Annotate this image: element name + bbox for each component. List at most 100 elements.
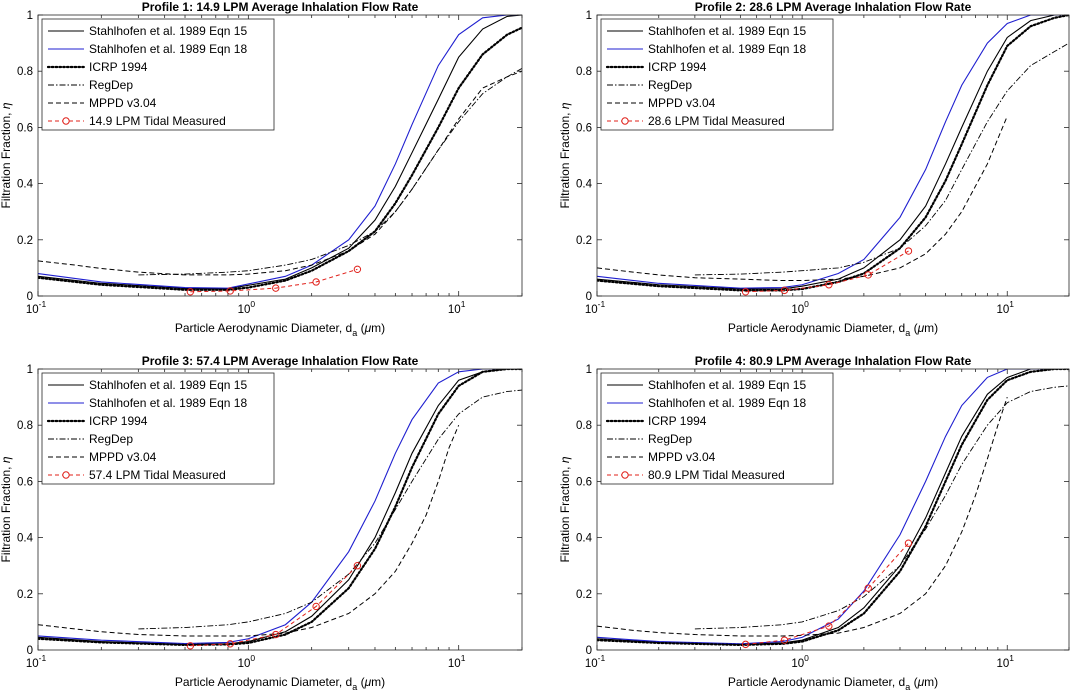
x-tick-label: 100 bbox=[791, 299, 809, 316]
legend-label: MPPD v3.04 bbox=[648, 450, 716, 464]
y-tick-label: 0.4 bbox=[17, 533, 34, 545]
legend-label: RegDep bbox=[648, 78, 692, 92]
legend-label: 14.9 LPM Tidal Measured bbox=[89, 114, 226, 128]
y-axis-label-text: Filtration Fraction, bbox=[558, 109, 572, 208]
series-line-icrp bbox=[597, 369, 1069, 647]
x-axis-label-mu: μ bbox=[364, 321, 372, 335]
measured-point bbox=[312, 278, 320, 286]
legend-marker bbox=[621, 117, 629, 125]
y-tick-label: 0.8 bbox=[17, 66, 33, 78]
series-line-measured bbox=[190, 565, 358, 647]
y-tick-label: 0.4 bbox=[576, 179, 593, 191]
x-axis-label-unit-post: m) bbox=[924, 675, 938, 689]
series-line-mppd bbox=[597, 115, 1008, 282]
x-axis-label-unit-post: m) bbox=[924, 321, 938, 335]
y-axis-label: Filtration Fraction, η bbox=[558, 456, 572, 562]
measured-point bbox=[272, 630, 280, 639]
x-axis-label-mu: μ bbox=[917, 675, 925, 689]
legend-box bbox=[600, 18, 834, 131]
y-tick-label: 0.6 bbox=[576, 122, 592, 134]
y-tick-label: 0.4 bbox=[17, 179, 34, 191]
legend-label: RegDep bbox=[89, 78, 133, 92]
legend-marker bbox=[62, 471, 70, 479]
chart-panel-1: 0 0.2 0.4 0.6 0.8 1 1 0 -1 100 101 Profile 1: 14.9 … bbox=[0, 0, 523, 338]
x-tick-exponent: -1 bbox=[39, 653, 47, 663]
legend-marker bbox=[621, 471, 629, 479]
legend-label: 80.9 LPM Tidal Measured bbox=[648, 468, 785, 482]
x-axis-label-sub: a bbox=[905, 682, 910, 692]
y-axis-label: Filtration Fraction, η bbox=[558, 102, 572, 208]
legend-box bbox=[41, 18, 275, 131]
x-tick-exponent: 1 bbox=[461, 299, 466, 309]
y-tick-label: 0.2 bbox=[17, 589, 33, 601]
x-axis-label-text: Particle Aerodynamic Diameter, d bbox=[175, 675, 352, 689]
series-line-stahl15 bbox=[38, 15, 522, 290]
measured-point bbox=[780, 286, 789, 295]
legend-label: ICRP 1994 bbox=[89, 414, 148, 428]
x-axis-label-unit-post: m) bbox=[371, 675, 385, 689]
legend-label: ICRP 1994 bbox=[648, 414, 707, 428]
legend: Stahlhofen et al. 1989 Eqn 15 Stahlhofen … bbox=[600, 372, 834, 485]
series-group bbox=[38, 369, 522, 650]
x-axis-label-sub: a bbox=[905, 328, 910, 338]
legend-label: Stahlhofen et al. 1989 Eqn 15 bbox=[648, 24, 806, 38]
series-line-stahl18 bbox=[597, 15, 1069, 289]
y-tick-label: 0 bbox=[27, 291, 33, 303]
legend-label: Stahlhofen et al. 1989 Eqn 18 bbox=[89, 396, 247, 410]
measured-point bbox=[312, 602, 320, 611]
measured-point bbox=[226, 287, 234, 295]
y-axis-label-symbol: η bbox=[558, 102, 572, 109]
x-tick-label: 101 bbox=[448, 653, 466, 670]
legend-marker bbox=[62, 117, 70, 125]
measured-point bbox=[864, 584, 872, 592]
x-axis-label: Particle Aerodynamic Diameter, da (μm) bbox=[728, 321, 938, 338]
axes-box bbox=[37, 14, 523, 297]
measured-point bbox=[825, 622, 833, 630]
y-tick-label: 0.2 bbox=[17, 235, 33, 247]
y-tick-label: 0.8 bbox=[576, 66, 592, 78]
legend-label: Stahlhofen et al. 1989 Eqn 15 bbox=[89, 378, 247, 392]
series-line-stahl15 bbox=[597, 15, 1069, 290]
measured-point bbox=[904, 539, 913, 547]
series-line-stahl18 bbox=[38, 369, 522, 645]
legend-label: Stahlhofen et al. 1989 Eqn 18 bbox=[648, 396, 806, 410]
series-line-icrp bbox=[38, 26, 522, 291]
measured-point bbox=[780, 636, 789, 644]
legend-label: RegDep bbox=[648, 432, 692, 446]
legend-box bbox=[600, 372, 834, 485]
series-line-measured bbox=[745, 542, 909, 645]
legend-label: RegDep bbox=[89, 432, 133, 446]
series-line-mppd bbox=[38, 425, 460, 637]
legend-label: Stahlhofen et al. 1989 Eqn 18 bbox=[648, 42, 806, 56]
x-axis-label: Particle Aerodynamic Diameter, da (μm) bbox=[175, 675, 385, 692]
series-line-regdep bbox=[138, 67, 522, 276]
legend-box bbox=[41, 372, 275, 485]
legend-label: MPPD v3.04 bbox=[89, 96, 157, 110]
y-axis-label-text: Filtration Fraction, bbox=[558, 463, 572, 562]
x-axis-label-unit-pre: ( bbox=[910, 321, 917, 335]
x-tick-exponent: 0 bbox=[250, 299, 255, 309]
y-tick-label: 1 bbox=[586, 10, 592, 22]
measured-point bbox=[186, 288, 195, 296]
y-tick-label: 1 bbox=[586, 364, 592, 376]
y-tick-label: 0.4 bbox=[576, 533, 593, 545]
legend-label: 57.4 LPM Tidal Measured bbox=[89, 468, 226, 482]
y-tick-label: 1 bbox=[27, 364, 33, 376]
chart-title: Profile 3: 57.4 LPM Average Inhalation F… bbox=[142, 354, 419, 368]
measured-point bbox=[741, 640, 750, 649]
chart-panel-2: 0 0.2 0.4 0.6 0.8 1 1 0 -1 100 101 Profile 2: 28.6 … bbox=[558, 0, 1070, 338]
measured-point bbox=[864, 271, 872, 279]
series-line-mppd bbox=[597, 396, 1008, 637]
y-axis-label-text: Filtration Fraction, bbox=[0, 109, 13, 208]
x-tick-exponent: 0 bbox=[250, 653, 255, 663]
chart-panel-3: 0 0.2 0.4 0.6 0.8 1 1 0 -1 100 101 Profile 3: 57.4 … bbox=[0, 354, 523, 692]
legend-label: Stahlhofen et al. 1989 Eqn 15 bbox=[89, 24, 247, 38]
x-axis-label-text: Particle Aerodynamic Diameter, d bbox=[728, 675, 905, 689]
y-tick-label: 0.8 bbox=[576, 420, 592, 432]
y-tick-label: 0 bbox=[586, 291, 592, 303]
y-tick-label: 0.8 bbox=[17, 420, 33, 432]
x-axis-label-unit-pre: ( bbox=[357, 321, 364, 335]
series-line-icrp bbox=[597, 15, 1069, 292]
y-axis-label-symbol: η bbox=[558, 456, 572, 463]
x-axis-label-text: Particle Aerodynamic Diameter, d bbox=[728, 321, 905, 335]
